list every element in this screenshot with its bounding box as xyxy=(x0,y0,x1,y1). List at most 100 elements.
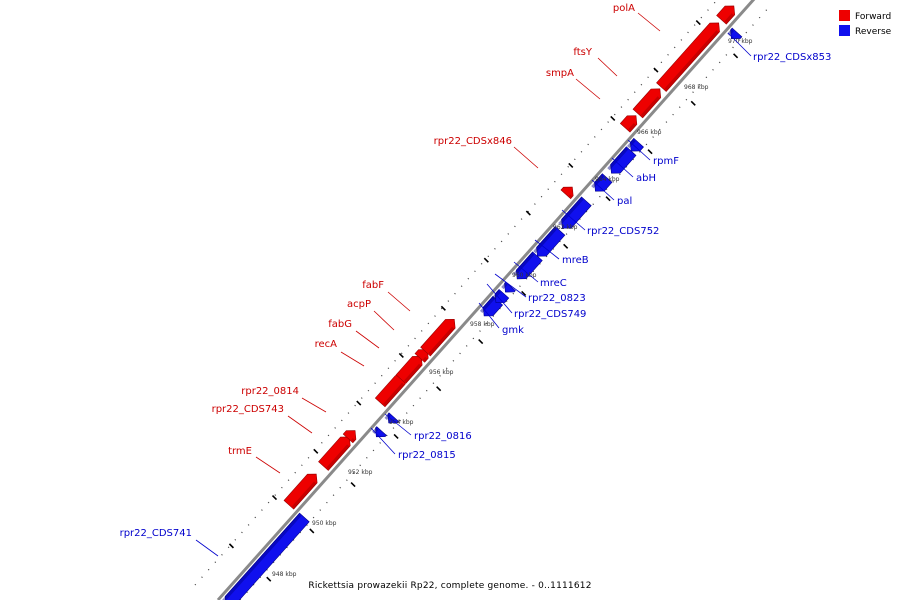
gene-arrow[interactable] xyxy=(610,146,637,174)
gene-label-text[interactable]: trmE xyxy=(228,446,252,457)
gene-label-text[interactable]: rpr22_0815 xyxy=(398,450,456,461)
gene-label-rpr22_CDS743[interactable]: rpr22_CDS743 xyxy=(212,404,313,434)
gene-rpr22_0816[interactable] xyxy=(384,412,400,424)
gene-label-gmk[interactable]: gmk xyxy=(478,302,524,336)
gene-label-text[interactable]: polA xyxy=(613,3,635,14)
gene-label-text[interactable]: rpr22_CDSx853 xyxy=(753,52,831,63)
gene-label-rpr22_CDSx846[interactable]: rpr22_CDSx846 xyxy=(434,136,539,169)
gene-arrow[interactable] xyxy=(619,115,638,133)
gene-rpr22_0823[interactable] xyxy=(501,281,516,293)
gene-label-trmE[interactable]: trmE xyxy=(228,446,281,474)
gene-arrow[interactable] xyxy=(504,281,516,293)
gene-label-text[interactable]: rpr22_CDS752 xyxy=(587,226,659,237)
gene-rpr22_0814[interactable] xyxy=(342,430,357,444)
gene-rpr22_CDS743[interactable] xyxy=(318,436,351,471)
gene-arrow[interactable] xyxy=(632,88,662,119)
gene-polA-tail[interactable] xyxy=(716,5,736,25)
gene-label-text[interactable]: mreB xyxy=(562,255,589,266)
gene-label-rpr22_0823[interactable]: rpr22_0823 xyxy=(494,273,586,304)
gene-label-text[interactable]: rpr22_CDS749 xyxy=(514,309,586,320)
gene-label-pal[interactable]: pal xyxy=(591,179,632,207)
gene-label-text[interactable]: rpr22_CDS743 xyxy=(212,404,284,415)
gene-mreB[interactable] xyxy=(512,251,543,280)
gene-abH[interactable] xyxy=(607,146,637,174)
gene-arrow[interactable] xyxy=(342,430,357,444)
gene-fabF[interactable] xyxy=(420,319,456,357)
gene-rpmF[interactable] xyxy=(626,137,644,152)
gene-arrow[interactable] xyxy=(374,375,406,408)
outer-guide-line xyxy=(194,0,718,586)
gene-label-text[interactable]: ftsY xyxy=(573,47,592,58)
gene-ftsY[interactable] xyxy=(632,88,662,119)
gene-arrow[interactable] xyxy=(387,412,400,424)
tick-mark xyxy=(271,495,278,501)
gene-label-rpr22_0816[interactable]: rpr22_0816 xyxy=(384,413,472,442)
gene-label-text[interactable]: fabG xyxy=(328,319,352,330)
gene-label-rpr22_0814[interactable]: rpr22_0814 xyxy=(241,386,327,413)
gene-label-text[interactable]: mreC xyxy=(540,278,567,289)
gene-label-text[interactable]: rpr22_CDS741 xyxy=(120,528,192,539)
gene-label-abH[interactable]: abH xyxy=(611,157,656,184)
gene-label-recA[interactable]: recA xyxy=(315,339,365,367)
gene-label-fabF[interactable]: fabF xyxy=(362,280,411,312)
gene-arrow[interactable] xyxy=(494,289,510,303)
gene-arrow[interactable] xyxy=(730,27,743,40)
gene-smpA[interactable] xyxy=(619,115,638,133)
gene-label-text[interactable]: pal xyxy=(617,196,632,207)
gene-label-text[interactable]: recA xyxy=(315,339,338,350)
gene-rpr22_CDSx846[interactable] xyxy=(560,186,574,200)
gene-label-ftsY[interactable]: ftsY xyxy=(573,47,618,77)
gene-label-text[interactable]: acpP xyxy=(347,299,371,310)
gene-shade xyxy=(291,481,317,509)
gene-arrow[interactable] xyxy=(716,5,736,25)
gene-label-rpr22_0815[interactable]: rpr22_0815 xyxy=(370,427,456,461)
tick-mark xyxy=(356,400,362,406)
gene-shade xyxy=(558,197,584,226)
gene-trmE[interactable] xyxy=(283,473,318,510)
gene-recA[interactable] xyxy=(374,375,406,408)
gene-rpr22_0815[interactable] xyxy=(372,426,387,438)
gene-polA[interactable] xyxy=(656,22,720,92)
gene-arrow[interactable] xyxy=(420,319,456,357)
gene-arrow[interactable] xyxy=(560,186,574,200)
gene-fabG[interactable] xyxy=(395,356,423,384)
gene-arrow[interactable] xyxy=(656,22,720,92)
gene-label-smpA[interactable]: smpA xyxy=(546,68,601,100)
gene-label-mreC[interactable]: mreC xyxy=(513,261,567,289)
gene-label-rpr22_CDS741[interactable]: rpr22_CDS741 xyxy=(120,528,219,557)
gene-arrow[interactable] xyxy=(318,436,351,471)
gene-label-rpr22_CDSx853[interactable]: rpr22_CDSx853 xyxy=(727,32,831,63)
gene-label-polA[interactable]: polA xyxy=(613,3,661,32)
leader-line xyxy=(561,209,586,231)
gene-label-text[interactable]: abH xyxy=(636,173,656,184)
gene-label-rpr22_CDS749[interactable]: rpr22_CDS749 xyxy=(486,283,586,320)
gene-arrow[interactable] xyxy=(561,196,592,229)
gene-label-mreB[interactable]: mreB xyxy=(534,239,589,266)
gene-label-text[interactable]: rpmF xyxy=(653,156,679,167)
gene-label-text[interactable]: rpr22_0814 xyxy=(241,386,299,397)
gene-rpr22_CDS741[interactable] xyxy=(222,512,310,600)
gene-label-fabG[interactable]: fabG xyxy=(328,319,380,349)
gene-arrow[interactable] xyxy=(516,251,543,280)
tick-mark xyxy=(478,339,484,345)
leader-line xyxy=(637,12,661,32)
gene-label-text[interactable]: rpr22_0816 xyxy=(414,431,472,442)
tick-mark xyxy=(610,115,616,121)
gene-rpr22_CDS752[interactable] xyxy=(558,196,592,229)
gene-label-text[interactable]: smpA xyxy=(546,68,574,79)
scale-tick: 948 kbp xyxy=(228,543,297,582)
gene-label-text[interactable]: rpr22_CDSx846 xyxy=(434,136,512,147)
gene-arrow[interactable] xyxy=(375,426,387,438)
tick-label: 954 kbp xyxy=(389,419,414,426)
gene-label-text[interactable]: fabF xyxy=(362,280,384,291)
gene-arrow[interactable] xyxy=(224,512,310,600)
gene-label-rpr22_CDS752[interactable]: rpr22_CDS752 xyxy=(561,209,659,237)
gene-shade xyxy=(724,13,735,24)
gene-label-text[interactable]: rpr22_0823 xyxy=(528,293,586,304)
gene-arrow[interactable] xyxy=(629,137,644,152)
gene-label-acpP[interactable]: acpP xyxy=(347,299,395,331)
gene-label-rpmF[interactable]: rpmF xyxy=(627,139,679,167)
gene-label-text[interactable]: gmk xyxy=(502,325,524,336)
gene-arrow[interactable] xyxy=(283,473,318,510)
gene-arrow[interactable] xyxy=(395,356,423,384)
